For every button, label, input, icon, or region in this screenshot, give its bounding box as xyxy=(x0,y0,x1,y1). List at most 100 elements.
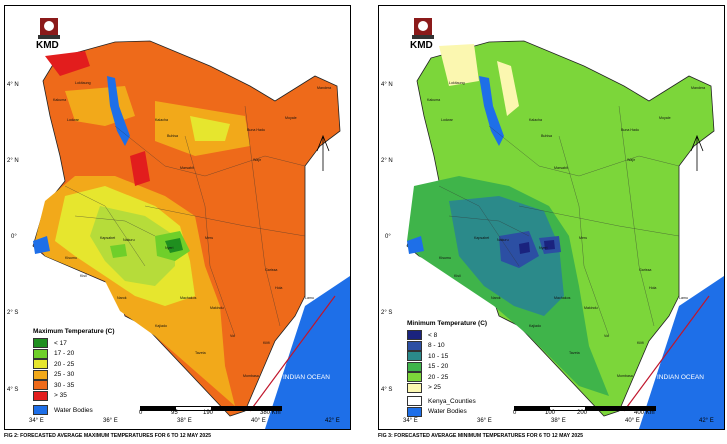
lon-36e: 36° E xyxy=(477,418,492,424)
town-label: Kisumu xyxy=(65,256,77,260)
legend-label: 8 - 10 xyxy=(428,342,445,350)
legend-swatch xyxy=(33,405,48,416)
town-label: Nyeri xyxy=(539,246,548,250)
north-arrow-icon xyxy=(316,134,330,171)
legend-title: Minimum Temperature (C) xyxy=(407,320,488,327)
legend-item: 30 - 35 xyxy=(33,380,115,391)
legend-label: 30 - 35 xyxy=(54,381,75,389)
legend-item: 17 - 20 xyxy=(33,348,115,360)
town-label: Kalacha xyxy=(155,118,168,122)
town-label: Lodwar xyxy=(67,118,79,122)
ocean-area xyxy=(639,276,724,429)
town-label: Lokitaung xyxy=(75,81,91,85)
town-label: Nyeri xyxy=(165,246,174,250)
town-label: Nakuru xyxy=(497,238,509,242)
scale-bar: 0 95 190 380 Km xyxy=(135,406,285,422)
lon-42e: 42° E xyxy=(325,418,340,424)
scale-bar: 0 100 200 400 Km xyxy=(509,406,659,422)
zone-lt-8-b xyxy=(544,240,555,250)
town-label: Voi xyxy=(230,334,235,338)
town-label: Marsabit xyxy=(180,166,194,170)
lat-4n: 4° N xyxy=(381,82,393,88)
scale-tick: 95 xyxy=(171,410,178,416)
legend-label: < 8 xyxy=(428,331,438,339)
north-arrow-icon xyxy=(690,134,704,171)
town-label: Lamu xyxy=(305,296,314,300)
lon-40e: 40° E xyxy=(625,418,640,424)
legend-swatch xyxy=(33,369,48,380)
legend-item: Water Bodies xyxy=(407,406,487,418)
max-temp-caption: FIG 2: FORECASTED AVERAGE MAXIMUM TEMPER… xyxy=(4,433,212,439)
zone-gt-35-turkana xyxy=(130,151,150,186)
legend-label: > 35 xyxy=(54,392,67,400)
town-label: Kakuma xyxy=(427,98,441,102)
town-label: Buhisa xyxy=(541,134,552,138)
legend-item: 8 - 10 xyxy=(407,340,487,352)
legend-label: 10 - 15 xyxy=(428,352,449,360)
legend-item: 20 - 25 xyxy=(407,372,487,383)
zone-17-20-c xyxy=(110,244,127,258)
min-temp-legend: Minimum Temperature (C) < 8 8 - 10 10 - … xyxy=(407,320,487,417)
legend-label: 15 - 20 xyxy=(428,363,449,371)
town-label: Taveta xyxy=(195,351,206,355)
town-label: Narok xyxy=(117,296,127,300)
ocean-label: INDIAN OCEAN xyxy=(657,374,704,381)
scale-tick: 380 Km xyxy=(260,410,281,416)
lon-38e: 38° E xyxy=(177,418,192,424)
town-label: Garissa xyxy=(639,268,652,272)
town-label: Nakuru xyxy=(123,238,135,242)
town-label: Kisumu xyxy=(439,256,451,260)
town-label: Meru xyxy=(579,236,588,240)
legend-item: > 35 xyxy=(33,390,115,402)
scale-tick: 400 Km xyxy=(634,410,655,416)
town-label: Mombasa xyxy=(617,374,633,378)
town-label: Moyale xyxy=(285,116,297,120)
lon-40e: 40° E xyxy=(251,418,266,424)
town-label: Kajiado xyxy=(529,324,541,328)
legend-label: > 25 xyxy=(428,384,441,392)
lon-38e: 38° E xyxy=(551,418,566,424)
town-label: Garissa xyxy=(265,268,278,272)
legend-swatch xyxy=(407,361,422,372)
legend-item: 25 - 30 xyxy=(33,369,115,381)
legend-title: Maximum Temperature (C) xyxy=(33,328,115,335)
town-label: Taveta xyxy=(569,351,580,355)
zone-gt-35-nw xyxy=(45,51,90,76)
lat-4s: 4° S xyxy=(7,387,19,393)
legend-swatch xyxy=(33,380,48,391)
lon-42e: 42° E xyxy=(699,418,714,424)
lat-4s: 4° S xyxy=(381,387,393,393)
town-label: Kapsabet xyxy=(474,236,490,240)
legend-item: Kenya_Counties xyxy=(407,396,487,407)
town-label: Buna Hadu xyxy=(621,128,639,132)
town-label: Kajiado xyxy=(155,324,167,328)
coastal-boundary-line xyxy=(623,295,710,412)
org-label: KMD xyxy=(410,40,433,51)
legend-label: Water Bodies xyxy=(54,406,93,414)
town-label: Kisii xyxy=(80,274,87,278)
town-label: Makindu xyxy=(584,306,598,310)
legend-label: 20 - 25 xyxy=(428,373,449,381)
legend-label: 17 - 20 xyxy=(54,350,75,358)
lat-2n: 2° N xyxy=(381,158,393,164)
ocean-area xyxy=(265,276,350,429)
zone-17-20 xyxy=(90,206,175,286)
legend-item: < 8 xyxy=(407,330,487,341)
legend-swatch xyxy=(33,359,48,370)
county-boundaries xyxy=(438,105,680,337)
town-label: Hola xyxy=(649,286,657,290)
zone-lt-17 xyxy=(165,238,183,253)
legend-label: < 17 xyxy=(54,339,67,347)
town-label: Lamu xyxy=(679,296,688,300)
scale-tick: 100 xyxy=(545,410,556,416)
kmd-emblem-icon xyxy=(410,16,436,40)
town-label: Machakos xyxy=(180,296,197,300)
town-label: Buhisa xyxy=(167,134,178,138)
legend-swatch xyxy=(407,396,422,407)
max-temp-legend: Maximum Temperature (C) < 17 17 - 20 20 … xyxy=(33,328,115,416)
town-label: Kalacha xyxy=(529,118,542,122)
town-label: Kisii xyxy=(454,274,461,278)
legend-label: 25 - 30 xyxy=(54,371,75,379)
legend-item: > 25 xyxy=(407,382,487,394)
lake-turkana xyxy=(107,76,130,146)
